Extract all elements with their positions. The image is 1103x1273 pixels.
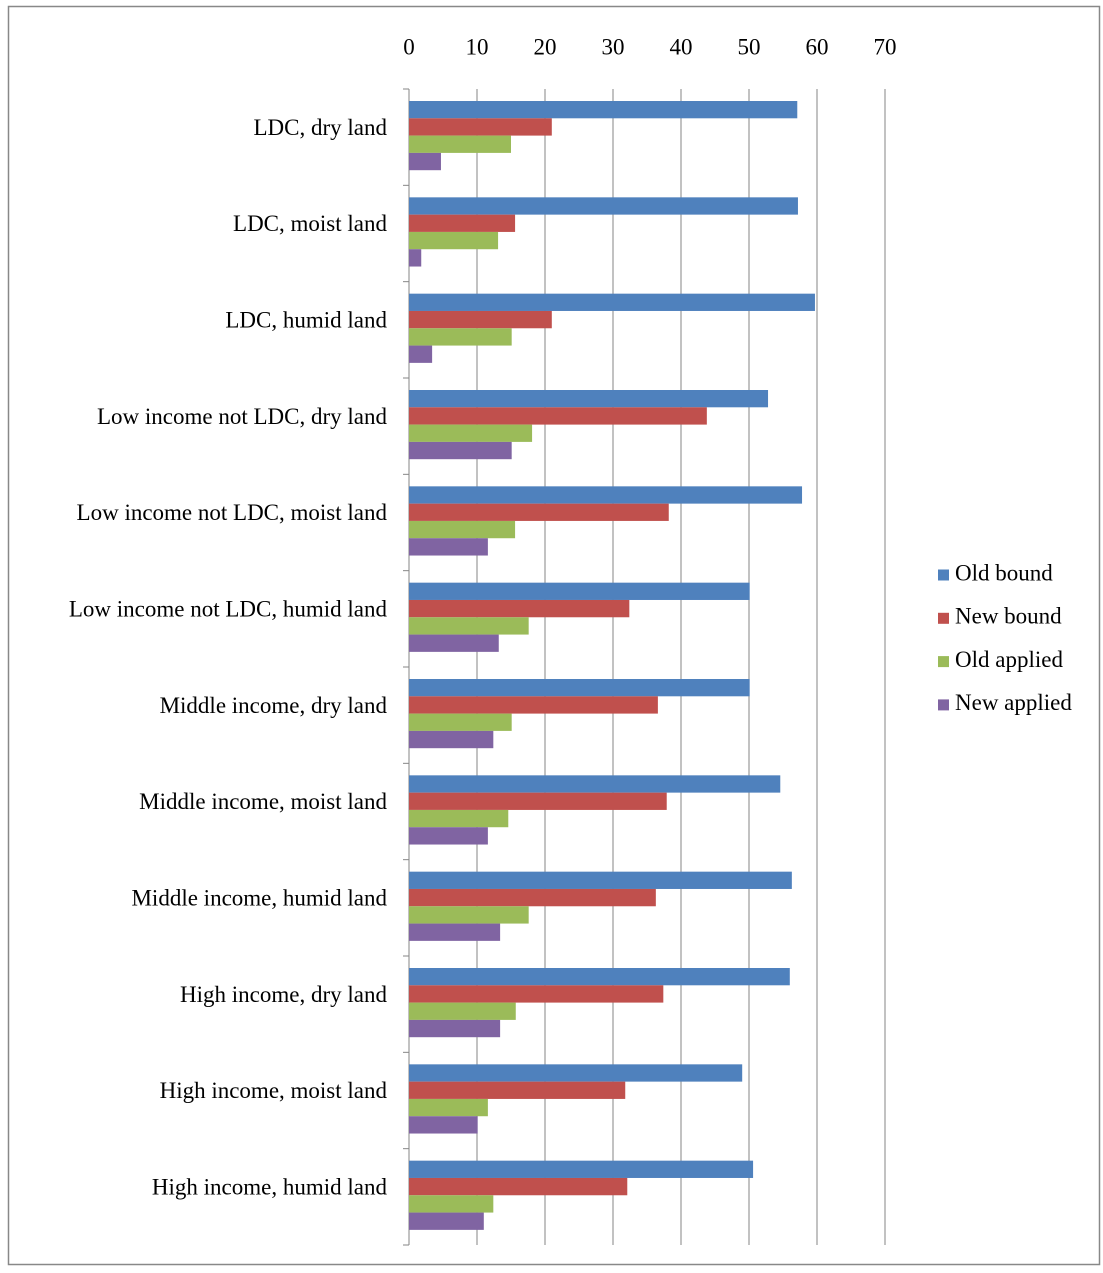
x-tick-label: 70 [874, 34, 897, 59]
bar [409, 906, 529, 924]
legend-label: New bound [955, 604, 1062, 629]
bar [409, 345, 433, 363]
bar [409, 310, 552, 329]
bar [409, 679, 750, 697]
bar [409, 809, 509, 828]
y-tick-label: LDC, humid land [225, 308, 387, 333]
bar [409, 775, 781, 793]
bar [409, 197, 798, 215]
y-tick-label: LDC, dry land [253, 115, 387, 140]
y-tick-label: Middle income, dry land [160, 693, 388, 718]
bar [409, 135, 511, 153]
bar [409, 1195, 494, 1213]
bar [409, 599, 630, 618]
x-tick-label: 50 [738, 34, 761, 59]
bar [409, 101, 798, 119]
bar [409, 1212, 484, 1230]
bar [409, 827, 488, 845]
bar [409, 792, 667, 810]
bar [409, 424, 533, 442]
bar [409, 486, 803, 504]
x-tick-label: 0 [403, 34, 415, 59]
y-tick-label: High income, humid land [152, 1175, 388, 1200]
bar [409, 503, 669, 521]
x-tick-label: 40 [670, 34, 693, 59]
legend-label: Old bound [955, 560, 1053, 585]
bar [409, 214, 516, 232]
y-tick-label: High income, dry land [180, 982, 387, 1007]
bar [409, 538, 488, 556]
bar [409, 231, 499, 250]
bar [409, 1081, 626, 1099]
bar [409, 1160, 754, 1178]
bar [409, 871, 792, 889]
bar [409, 1064, 743, 1082]
bar [409, 985, 664, 1003]
bar [409, 293, 815, 311]
bar [409, 1098, 488, 1117]
y-tick-label: Middle income, moist land [139, 789, 387, 814]
y-tick-label: LDC, moist land [233, 211, 387, 236]
bar [409, 390, 769, 408]
bar [409, 713, 512, 731]
chart-border [7, 5, 1101, 1266]
legend-label: New applied [955, 690, 1072, 715]
y-tick-label: High income, moist land [160, 1078, 388, 1103]
bar [409, 1116, 478, 1134]
bar [409, 582, 750, 600]
bar [409, 328, 512, 346]
x-tick-label: 30 [602, 34, 625, 59]
legend-swatch [938, 656, 949, 668]
bar [409, 1002, 516, 1020]
bar [409, 923, 501, 941]
legend-swatch [938, 699, 949, 711]
bar [409, 1177, 628, 1196]
bar [409, 118, 552, 136]
y-tick-label: Low income not LDC, moist land [77, 500, 388, 525]
bar [409, 730, 494, 749]
legend-swatch [938, 569, 949, 581]
y-tick-label: Low income not LDC, humid land [69, 597, 388, 622]
bar [409, 520, 516, 539]
x-tick-label: 10 [466, 34, 489, 59]
bar [409, 696, 658, 714]
bar [409, 407, 707, 425]
bar [409, 152, 441, 171]
y-tick-label: Low income not LDC, dry land [97, 404, 388, 429]
y-tick-label: Middle income, humid land [131, 886, 387, 911]
x-tick-label: 60 [806, 34, 829, 59]
x-tick-label: 20 [534, 34, 557, 59]
bar [409, 441, 512, 460]
bar [409, 1019, 501, 1038]
bar [409, 617, 529, 635]
legend-swatch [938, 612, 949, 624]
bar [409, 888, 656, 907]
bar [409, 249, 422, 267]
legend-label: Old applied [955, 647, 1063, 672]
bar [409, 634, 499, 652]
bar [409, 968, 790, 986]
